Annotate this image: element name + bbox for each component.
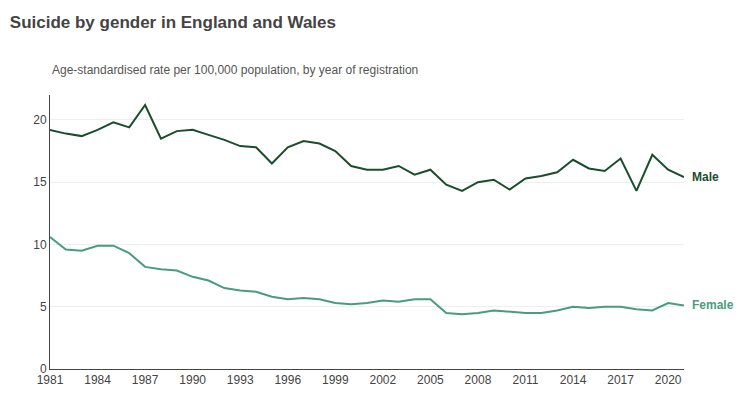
svg-text:2008: 2008 [465,373,492,387]
svg-text:2005: 2005 [417,373,444,387]
svg-text:Male: Male [692,170,719,184]
svg-text:1999: 1999 [322,373,349,387]
svg-text:1993: 1993 [227,373,254,387]
svg-text:2017: 2017 [607,373,634,387]
svg-text:5: 5 [40,300,47,314]
svg-text:1996: 1996 [274,373,301,387]
svg-text:1984: 1984 [84,373,111,387]
svg-text:Female: Female [692,298,734,312]
svg-text:2014: 2014 [560,373,587,387]
svg-text:2002: 2002 [369,373,396,387]
svg-text:20: 20 [33,113,47,127]
svg-text:1981: 1981 [37,373,64,387]
svg-text:0: 0 [40,362,47,376]
svg-text:2011: 2011 [513,373,539,387]
svg-text:15: 15 [33,175,47,189]
svg-text:1990: 1990 [179,373,206,387]
svg-text:1987: 1987 [132,373,159,387]
svg-text:10: 10 [33,238,47,252]
svg-text:2020: 2020 [655,373,682,387]
svg-text:Suicide by gender in England a: Suicide by gender in England and Wales [10,13,336,32]
svg-text:Age-standardised rate per 100,: Age-standardised rate per 100,000 popula… [52,63,418,77]
